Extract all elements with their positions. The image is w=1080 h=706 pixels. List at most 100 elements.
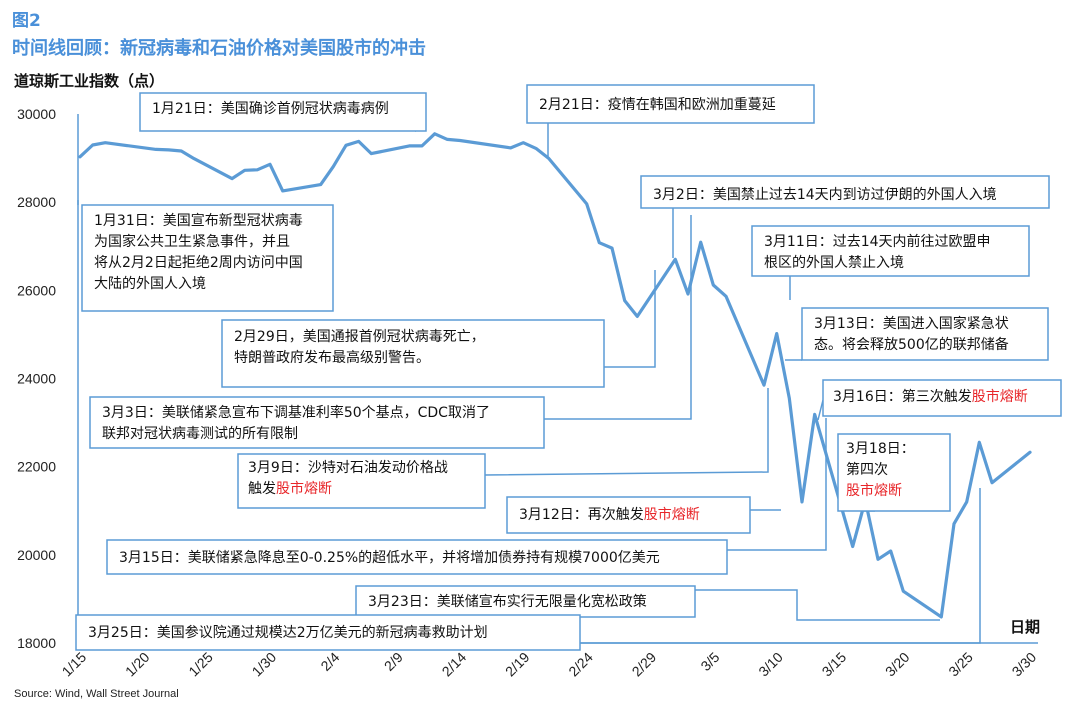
annotation-border	[75, 614, 581, 651]
annotation-connector	[544, 215, 692, 420]
x-axis-label: 日期	[1010, 618, 1040, 636]
annotation-connector	[695, 589, 940, 621]
annotation-border	[801, 307, 1049, 361]
annotation-box: 3月12日：再次触发股市熔断	[506, 496, 751, 534]
y-tick-labels: 18000 20000 22000 24000 26000 28000 30000	[17, 106, 56, 651]
x-tick-label: 2/29	[629, 649, 660, 680]
x-tick-label: 3/30	[1009, 649, 1040, 680]
y-tick-label: 18000	[17, 635, 56, 651]
annotation-box: 3月15日：美联储紧急降息至0-0.25%的超低水平，并将增加债券持有规模700…	[106, 539, 728, 575]
y-tick-label: 20000	[17, 547, 56, 563]
annotation-border	[139, 92, 427, 132]
x-tick: 3/20	[882, 649, 913, 680]
x-tick-label: 1/25	[185, 649, 216, 680]
annotation-box: 1月21日：美国确诊首例冠状病毒病例	[139, 92, 427, 132]
annotation-text: 联邦对冠状病毒测试的所有限制	[102, 426, 298, 442]
annotation-text: 3月12日：再次触发股市熔断	[519, 506, 700, 523]
annotation-text: 3月16日：第三次触发股市熔断	[833, 388, 1028, 405]
annotation-segment: 将从2月2日起拒绝2周内访问中国	[94, 255, 303, 271]
annotation-text: 1月21日：美国确诊首例冠状病毒病例	[152, 101, 389, 117]
x-tick: 3/25	[945, 649, 976, 680]
x-tick: 1/25	[185, 649, 216, 680]
y-axis-label: 道琼斯工业指数（点）	[14, 72, 164, 90]
series-line-dow-jones	[78, 132, 1032, 619]
x-tick-label: 3/10	[755, 649, 786, 680]
annotation-text: 3月2日：美国禁止过去14天内到访过伊朗的外国人入境	[653, 187, 997, 203]
x-tick-label: 3/20	[882, 649, 913, 680]
annotation-segment: 3月13日：美国进入国家紧急状	[814, 315, 1009, 332]
x-tick-label: 1/30	[249, 649, 280, 680]
annotation-layer: 1月21日：美国确诊首例冠状病毒病例 2月21日：疫情在韩国和欧洲加重蔓延 1月31…	[75, 84, 1062, 651]
source-note: Source: Wind, Wall Street Journal	[14, 688, 179, 700]
annotation-text: 3月25日：美国参议院通过规模达2万亿美元的新冠病毒救助计划	[88, 624, 488, 641]
annotation-border	[526, 84, 815, 124]
annotation-box: 2月29日，美国通报首例冠状病毒死亡， 特朗普政府发布最高级别警告。	[221, 319, 605, 388]
x-tick: 2/29	[629, 649, 660, 680]
annotation-text: 2月21日：疫情在韩国和欧洲加重蔓延	[539, 97, 776, 113]
x-tick: 3/15	[819, 649, 850, 680]
figure-label: 图2	[12, 11, 41, 31]
annotation-highlight: 股市熔断	[276, 480, 332, 497]
x-tick-label: 3/25	[945, 649, 976, 680]
annotation-segment: 特朗普政府发布最高级别警告。	[234, 349, 430, 366]
annotation-text: 3月23日：美联储宣布实行无限量化宽松政策	[368, 593, 647, 610]
annotation-text: 态。将会释放500亿的联邦储备	[814, 336, 1009, 353]
annotation-text: 根区的外国人禁止入境	[764, 255, 904, 271]
annotation-text: 触发股市熔断	[248, 480, 332, 497]
x-tick-label: 2/24	[565, 649, 596, 680]
annotation-box: 3月16日：第三次触发股市熔断	[822, 379, 1062, 417]
x-tick: 2/24	[565, 649, 596, 680]
annotation-segment: 为国家公共卫生紧急事件，并且	[94, 233, 290, 250]
annotation-segment: 1月31日：美国宣布新型冠状病毒	[94, 213, 303, 229]
x-tick-label: 1/20	[122, 649, 153, 680]
annotation-segment: 大陆的外国人入境	[94, 276, 206, 292]
annotation-box: 3月23日：美联储宣布实行无限量化宽松政策	[355, 585, 696, 618]
annotation-connector	[604, 270, 656, 368]
annotation-segment: 3月23日：美联储宣布实行无限量化宽松政策	[368, 593, 647, 610]
figure-title: 时间线回顾：新冠病毒和石油价格对美国股市的冲击	[12, 38, 426, 59]
annotation-border	[837, 433, 951, 512]
x-tick: 2/14	[439, 649, 470, 680]
x-tick-labels: 1/15 1/20 1/25 1/30 2/4 2/9 2/14 2/19 2/24 2/29 3/…	[59, 649, 1040, 680]
annotation-border	[355, 585, 696, 618]
annotation-border	[221, 319, 605, 388]
annotation-segment: 2月29日，美国通报首例冠状病毒死亡，	[234, 329, 485, 345]
annotation-connector	[817, 399, 824, 421]
annotation-text: 2月29日，美国通报首例冠状病毒死亡，	[234, 329, 485, 345]
x-tick: 3/5	[697, 649, 722, 674]
annotation-border	[237, 453, 486, 509]
x-tick: 2/19	[502, 649, 533, 680]
x-tick-label: 2/4	[317, 649, 342, 674]
annotation-box: 1月31日：美国宣布新型冠状病毒为国家公共卫生紧急事件，并且将从2月2日起拒绝2…	[81, 204, 334, 312]
annotation-border	[751, 225, 1030, 277]
annotation-segment: 3月3日：美联储紧急宣布下调基准利率50个基点，CDC取消了	[102, 404, 490, 421]
x-tick-label: 2/14	[439, 649, 470, 680]
annotation-segment: 3月15日：美联储紧急降息至0-0.25%的超低水平，并将增加债券持有规模700…	[119, 549, 660, 566]
annotation-segment: 联邦对冠状病毒测试的所有限制	[102, 426, 298, 442]
annotation-text: 特朗普政府发布最高级别警告。	[234, 349, 430, 366]
annotation-box: 3月2日：美国禁止过去14天内到访过伊朗的外国人入境	[640, 175, 1050, 209]
x-tick-label: 1/15	[59, 649, 90, 680]
annotation-segment: 3月9日：沙特对石油发动价格战	[248, 460, 448, 476]
annotation-segment: 第四次	[846, 461, 888, 478]
annotation-segment: 态。将会释放500亿的联邦储备	[814, 336, 1009, 353]
annotation-text: 3月13日：美国进入国家紧急状	[814, 315, 1009, 332]
annotation-text: 1月31日：美国宣布新型冠状病毒	[94, 213, 303, 229]
y-tick-label: 28000	[17, 194, 56, 210]
y-tick-label: 30000	[17, 106, 56, 122]
x-tick-label: 2/19	[502, 649, 533, 680]
annotation-text: 3月15日：美联储紧急降息至0-0.25%的超低水平，并将增加债券持有规模700…	[119, 549, 660, 566]
annotation-border	[106, 539, 728, 575]
x-tick-label: 2/9	[381, 649, 406, 674]
annotation-connector	[727, 418, 827, 551]
x-tick-label: 3/15	[819, 649, 850, 680]
annotation-border	[822, 379, 1062, 417]
y-tick-label: 22000	[17, 459, 56, 475]
x-tick: 3/10	[755, 649, 786, 680]
annotation-highlight: 股市熔断	[644, 506, 700, 523]
annotation-text: 3月18日：	[846, 441, 915, 457]
